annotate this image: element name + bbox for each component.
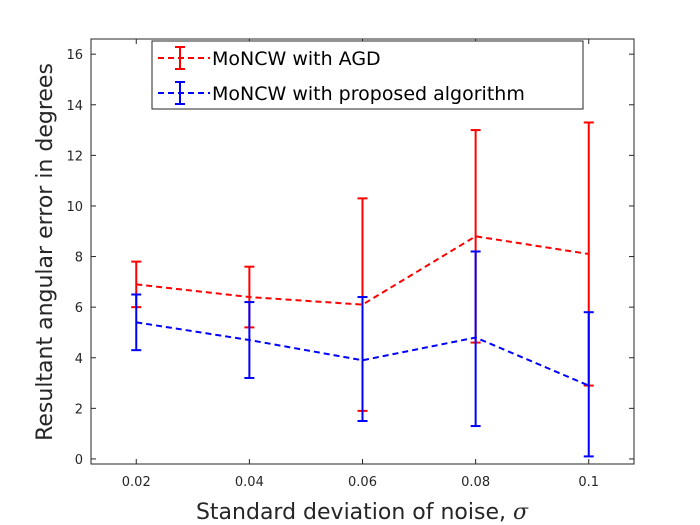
x-tick-label: 0.08: [461, 475, 490, 490]
y-tick-label: 12: [66, 149, 83, 164]
y-tick-label: 2: [75, 402, 83, 417]
y-tick-label: 16: [66, 48, 83, 63]
legend-entry: MoNCW with AGD: [158, 46, 381, 70]
series-layer: [131, 121, 594, 458]
series-2: [131, 250, 594, 458]
legend-label: MoNCW with AGD: [212, 48, 381, 70]
x-axis-title-symbol: σ: [513, 500, 529, 525]
y-tick-label: 10: [66, 200, 83, 215]
legend: MoNCW with AGD MoNCW with proposed algori…: [151, 40, 584, 110]
x-tick-label: 0.1: [578, 475, 599, 490]
x-tick-label: 0.06: [348, 475, 377, 490]
x-tick-label: 0.02: [122, 475, 151, 490]
y-tick-label: 8: [75, 251, 83, 266]
legend-label: MoNCW with proposed algorithm: [212, 83, 525, 105]
y-axis-ticks: 0 2 4 6 8 10 12 14 16: [66, 48, 634, 468]
y-tick-label: 4: [75, 352, 83, 367]
legend-entry: MoNCW with proposed algorithm: [158, 81, 525, 105]
y-axis-title: Resultant angular error in degrees: [33, 63, 58, 441]
y-tick-label: 14: [66, 99, 83, 114]
x-axis-ticks: 0.02 0.04 0.06 0.08 0.1: [122, 39, 599, 490]
x-tick-label: 0.04: [235, 475, 264, 490]
x-axis-title-text: Standard deviation of noise,: [196, 500, 513, 525]
y-tick-label: 6: [75, 301, 83, 316]
y-tick-label: 0: [75, 453, 83, 468]
legend-box: [151, 40, 584, 110]
series-line: [136, 235, 589, 306]
series-line: [136, 321, 590, 387]
x-axis-title: Standard deviation of noise, σ: [196, 500, 529, 525]
